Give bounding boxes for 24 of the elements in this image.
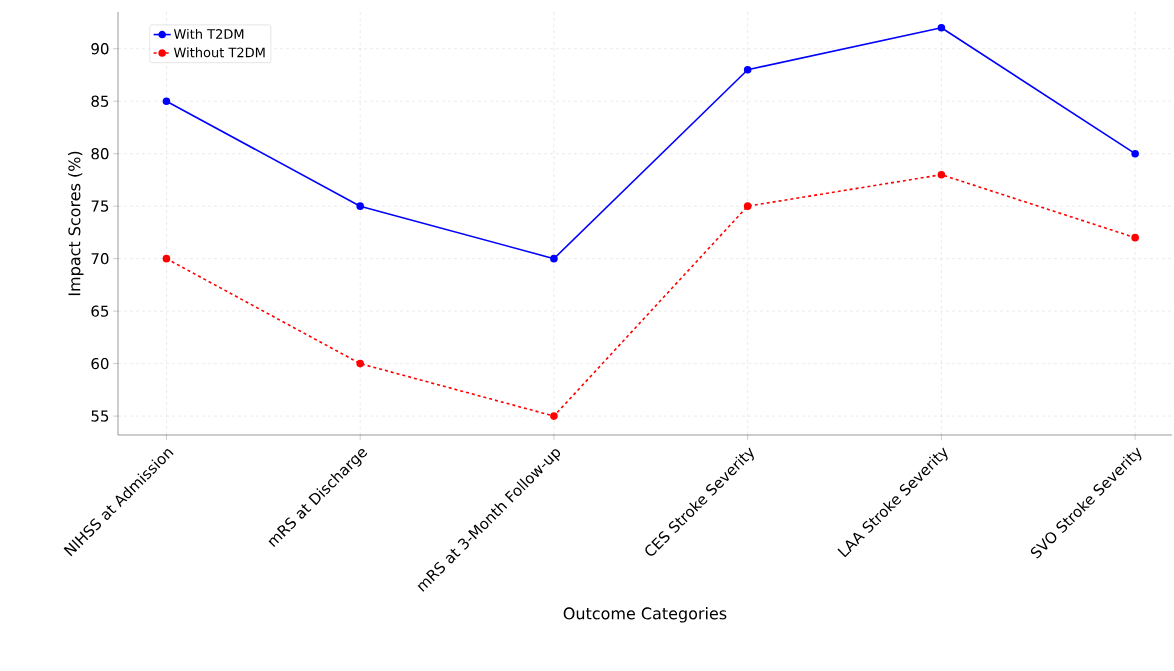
legend-label: With T2DM [173,28,244,39]
point [937,170,946,179]
y-tick-label: 60 [91,357,109,370]
point [1131,149,1139,158]
y-tick-label: 70 [91,252,109,265]
point [356,359,364,368]
point [162,254,171,263]
y-tick-label: 90 [91,43,109,55]
y-axis-title: Impact Scores (%) [68,151,84,296]
point [162,97,171,106]
x-axis-title: Outcome Categories [563,607,727,623]
legend-label: Without T2DM [173,47,265,58]
y-tick-label: 65 [91,305,109,317]
y-tick-label: 75 [91,200,109,212]
y-tick-label: 55 [91,410,109,422]
point [550,254,558,263]
y-tick-label: 80 [91,148,109,160]
point [743,65,752,74]
y-tick-label: 85 [91,95,109,107]
point [1131,233,1139,242]
point [356,202,364,210]
point [743,202,752,210]
point [937,23,946,32]
point [550,412,558,420]
